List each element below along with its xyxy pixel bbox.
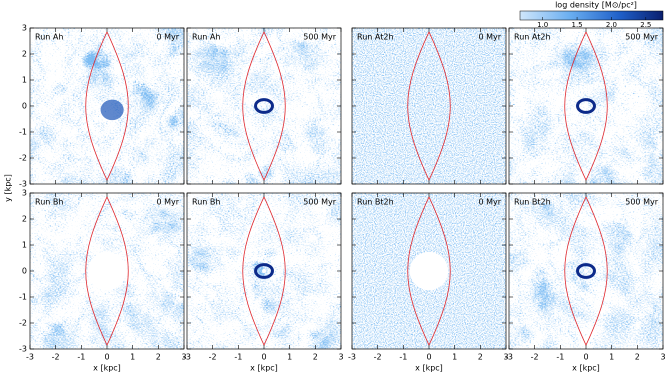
- x-tick-label: 3: [338, 353, 343, 362]
- x-tick-label: 0: [583, 353, 588, 362]
- panel-run-label: Run Bt2h: [514, 198, 551, 207]
- hole: [87, 251, 127, 291]
- x-axis-label: x [kpc]: [93, 364, 121, 373]
- y-tick-label: 3: [22, 24, 27, 33]
- colorbar: [519, 10, 664, 21]
- x-axis-label: x [kpc]: [415, 364, 443, 373]
- x-tick-label: 1: [609, 353, 614, 362]
- y-tick-label: 1: [22, 76, 27, 85]
- panel-run-label: Run At2h: [357, 33, 394, 42]
- colorbar-title: log density [M⊙/pc²]: [555, 1, 637, 10]
- y-tick-label: 1: [22, 241, 27, 250]
- panel-run-label: Run Ah: [35, 33, 63, 42]
- core: [584, 104, 588, 108]
- y-tick-label: 2: [22, 50, 27, 59]
- y-tick-label: 3: [22, 189, 27, 198]
- x-tick-label: -3: [348, 353, 356, 362]
- x-axis-label: x [kpc]: [572, 364, 600, 373]
- x-tick-label: 2: [478, 353, 483, 362]
- core-ring: [576, 98, 596, 114]
- colorbar-tick-label: 2.0: [606, 21, 617, 29]
- x-tick-label: 0: [104, 353, 109, 362]
- x-tick-label: -3: [26, 353, 34, 362]
- y-tick-label: -3: [19, 180, 27, 189]
- x-tick-label: -2: [531, 353, 539, 362]
- x-tick-label: -1: [234, 353, 242, 362]
- x-tick-label: 3: [181, 353, 186, 362]
- x-tick-label: -1: [77, 353, 85, 362]
- x-tick-label: 2: [635, 353, 640, 362]
- x-tick-label: -3: [183, 353, 191, 362]
- x-tick-label: -2: [374, 353, 382, 362]
- x-tick-label: 0: [426, 353, 431, 362]
- colorbar-tick-label: 1.0: [537, 21, 548, 29]
- core-ring: [576, 263, 596, 279]
- x-tick-label: -3: [505, 353, 513, 362]
- panel-time-label: 0 Myr: [156, 33, 179, 42]
- core: [262, 104, 266, 108]
- x-tick-label: 3: [503, 353, 508, 362]
- y-tick-label: 0: [22, 267, 27, 276]
- core-ring: [254, 263, 274, 279]
- x-tick-label: 1: [130, 353, 135, 362]
- x-tick-label: 1: [287, 353, 292, 362]
- density-map: [352, 28, 506, 184]
- y-tick-label: -2: [19, 154, 27, 163]
- panel-time-label: 0 Myr: [478, 33, 501, 42]
- x-tick-label: 0: [261, 353, 266, 362]
- panel-time-label: 500 Myr: [303, 198, 336, 207]
- core: [262, 269, 266, 273]
- hole: [409, 251, 449, 291]
- y-tick-label: -1: [19, 293, 27, 302]
- panel-time-label: 500 Myr: [625, 33, 658, 42]
- panel-time-label: 0 Myr: [156, 198, 179, 207]
- x-axis-label: x [kpc]: [250, 364, 278, 373]
- colorbar-tick-label: 2.5: [640, 21, 651, 29]
- y-axis-label: y [kpc]: [4, 174, 13, 202]
- y-tick-label: -3: [19, 345, 27, 354]
- x-tick-label: 1: [452, 353, 457, 362]
- x-tick-label: -1: [399, 353, 407, 362]
- x-tick-label: 2: [156, 353, 161, 362]
- x-tick-label: -1: [556, 353, 564, 362]
- core: [584, 269, 588, 273]
- panel-run-label: Run At2h: [514, 33, 551, 42]
- y-tick-label: -1: [19, 128, 27, 137]
- x-tick-label: -2: [52, 353, 60, 362]
- panel-run-label: Run Bh: [35, 198, 63, 207]
- y-tick-label: -2: [19, 319, 27, 328]
- panel-run-label: Run Bh: [192, 198, 220, 207]
- panel-time-label: 0 Myr: [478, 198, 501, 207]
- colorbar-tick-label: 1.5: [571, 21, 582, 29]
- y-tick-label: 0: [22, 102, 27, 111]
- x-tick-label: 2: [313, 353, 318, 362]
- panel-run-label: Run Ah: [192, 33, 220, 42]
- y-tick-label: 2: [22, 215, 27, 224]
- core-ring: [254, 98, 274, 114]
- panel-time-label: 500 Myr: [303, 33, 336, 42]
- panel-run-label: Run Bt2h: [357, 198, 394, 207]
- x-tick-label: -2: [209, 353, 217, 362]
- x-tick-label: 3: [660, 353, 665, 362]
- panel-time-label: 500 Myr: [625, 198, 658, 207]
- core-blob: [100, 99, 124, 121]
